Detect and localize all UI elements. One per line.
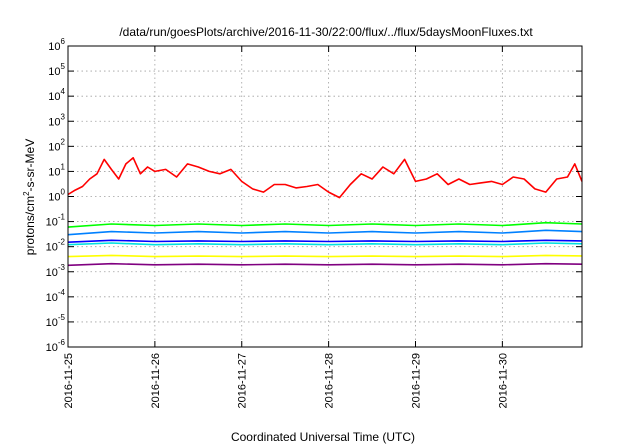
x-tick-label: 2016-11-27 <box>237 353 249 408</box>
y-tick-exp: 5 <box>61 62 66 71</box>
y-tick-base: 10 <box>48 41 60 53</box>
y-tick-base: 10 <box>46 342 58 354</box>
y-tick-base: 10 <box>48 141 60 153</box>
chart-title: /data/run/goesPlots/archive/2016-11-30/2… <box>119 25 533 39</box>
y-axis: 10-610-510-410-310-210-11001011021031041… <box>46 37 582 354</box>
y-tick-label: 102 <box>48 137 65 153</box>
y-tick-label: 10-6 <box>46 338 66 354</box>
y-tick-label: 10-4 <box>46 288 66 304</box>
y-tick-base: 10 <box>48 166 60 178</box>
series-line-7 <box>67 262 583 267</box>
x-tick-label: 2016-11-25 <box>63 353 75 408</box>
x-tick-label: 2016-11-30 <box>497 353 509 408</box>
y-tick-exp: 0 <box>61 188 66 197</box>
y-tick-label: 106 <box>48 37 65 53</box>
y-tick-exp: 3 <box>61 112 66 121</box>
x-tick-label: 2016-11-26 <box>150 353 162 408</box>
y-tick-label: 10-2 <box>46 238 66 254</box>
y-axis-label-sup: 2 <box>22 191 31 196</box>
x-tick-label: 2016-11-29 <box>410 353 422 408</box>
y-tick-base: 10 <box>46 267 58 279</box>
y-tick-exp: -1 <box>58 213 66 222</box>
series-line-6 <box>67 254 583 258</box>
x-axis: 2016-11-25 2016-11-26 2016-11-27 2016-11-28… <box>63 46 509 408</box>
y-tick-base: 10 <box>48 116 60 128</box>
y-tick-exp: -5 <box>58 313 66 322</box>
y-tick-base: 10 <box>46 217 58 229</box>
y-tick-base: 10 <box>48 91 60 103</box>
x-tick-label: 2016-11-28 <box>324 353 336 408</box>
y-tick-exp: 4 <box>61 87 66 96</box>
y-axis-label: protons/cm2-s-sr-MeV <box>22 139 37 255</box>
y-tick-base: 10 <box>46 292 58 304</box>
y-tick-exp: -6 <box>58 338 66 347</box>
y-tick-base: 10 <box>48 192 60 204</box>
y-tick-label: 104 <box>48 87 65 103</box>
y-tick-exp: 1 <box>61 162 66 171</box>
y-tick-exp: 2 <box>61 137 66 146</box>
y-tick-exp: -4 <box>58 288 66 297</box>
series-line-5 <box>67 239 583 243</box>
series-group <box>67 157 583 267</box>
series-line-3 <box>67 229 583 236</box>
y-tick-base: 10 <box>48 66 60 78</box>
x-axis-label: Coordinated Universal Time (UTC) <box>231 430 415 444</box>
y-tick-label: 10-5 <box>46 313 66 329</box>
y-tick-exp: -2 <box>58 238 66 247</box>
y-tick-label: 103 <box>48 112 65 128</box>
y-tick-base: 10 <box>46 242 58 254</box>
y-tick-label: 105 <box>48 62 65 78</box>
series-line-1 <box>67 157 583 199</box>
series-line-2 <box>67 221 583 228</box>
y-tick-label: 100 <box>48 188 65 204</box>
y-tick-base: 10 <box>46 317 58 329</box>
series-line-4 <box>67 242 583 246</box>
y-tick-label: 101 <box>48 162 65 178</box>
y-axis-label-rest: -s-sr-MeV <box>23 139 37 192</box>
y-tick-exp: -3 <box>58 263 66 272</box>
y-tick-exp: 6 <box>61 37 66 46</box>
y-axis-label-base: protons/cm <box>23 196 37 255</box>
grid <box>68 46 582 347</box>
y-tick-label: 10-3 <box>46 263 66 279</box>
y-tick-label: 10-1 <box>46 213 66 229</box>
